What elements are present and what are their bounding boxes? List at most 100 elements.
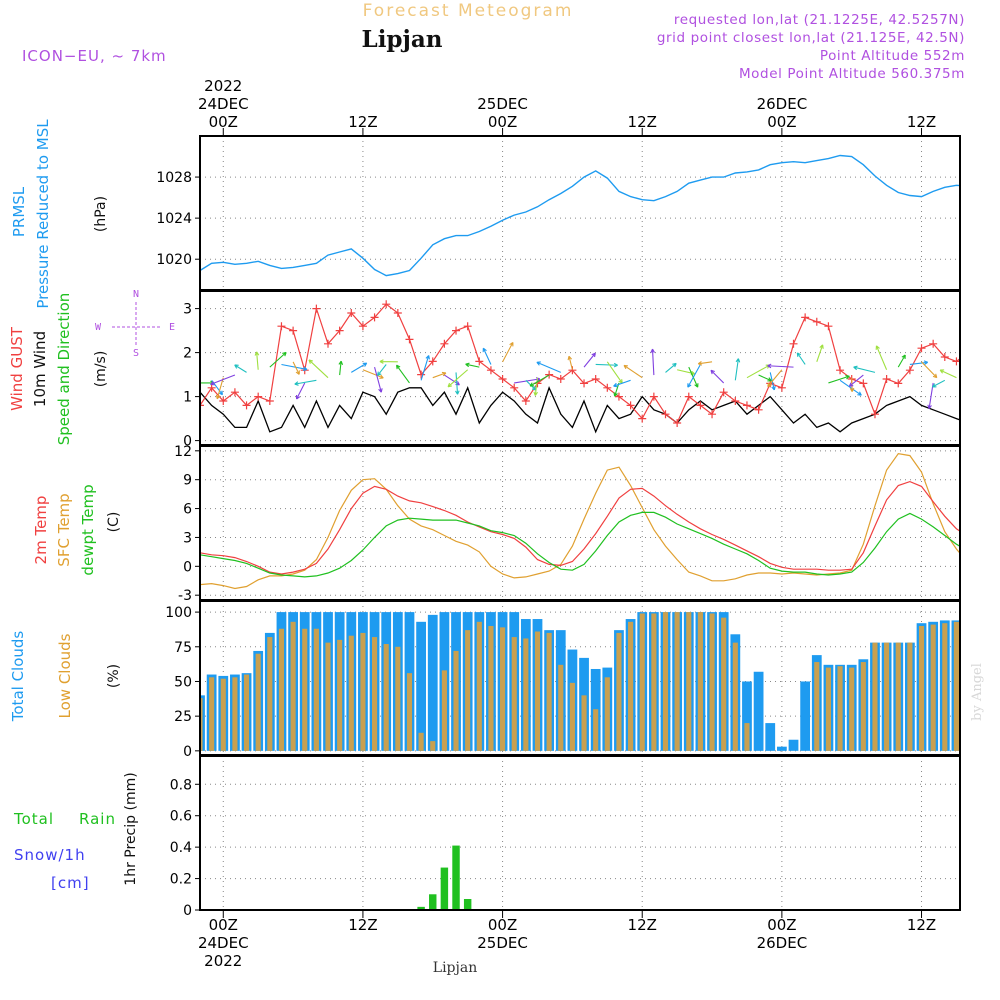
y-tick-label: 75 xyxy=(174,640,192,656)
wind-direction-arrow xyxy=(734,358,741,381)
wind-direction-arrow xyxy=(281,363,308,372)
gust-marker xyxy=(882,375,891,383)
gust-marker xyxy=(976,349,984,357)
x-tick-label-top: 25DEC xyxy=(477,95,528,113)
model-label: ICON−EU, ~ 7km xyxy=(22,47,167,65)
low-cloud-bar xyxy=(884,642,890,751)
gust-marker xyxy=(777,383,786,392)
low-cloud-bar xyxy=(406,673,413,751)
gust-marker xyxy=(254,392,263,401)
wind-direction-arrow xyxy=(623,364,643,379)
low-cloud-bar xyxy=(732,642,738,751)
x-tick-label-bottom: 2022 xyxy=(204,952,242,970)
wind-direction-arrow xyxy=(897,354,906,368)
wind-direction-arrow xyxy=(338,360,344,376)
wind-direction-arrow xyxy=(379,359,398,364)
low-cloud-bar xyxy=(313,628,319,751)
y-tick-label: 0.2 xyxy=(170,872,192,888)
x-tick-label-top: 26DEC xyxy=(757,95,808,113)
panel-pressure: 1020 1024 1028 xyxy=(156,135,961,291)
compass-north: N xyxy=(133,289,139,300)
y-tick-label: 0.8 xyxy=(170,777,192,793)
low-cloud-bar xyxy=(907,642,913,751)
gust-marker xyxy=(452,326,461,335)
gust-marker xyxy=(754,405,763,414)
wind-direction-arrow xyxy=(767,363,794,369)
wind-direction-arrow xyxy=(292,361,300,375)
low-cloud-bar xyxy=(383,644,389,751)
low-cloud-bar xyxy=(930,624,936,751)
x-tick-label-top: 24DEC xyxy=(198,95,249,113)
gust-marker xyxy=(475,357,484,366)
low-cloud-bar xyxy=(942,623,948,751)
sfc-temp-line xyxy=(200,453,960,590)
wind-direction-arrow xyxy=(210,374,236,386)
y-tick-label: 3 xyxy=(183,530,192,546)
y-tick-label: 0 xyxy=(183,744,192,760)
wind-direction-arrow xyxy=(909,360,929,366)
chart-title: Forecast Meteogram xyxy=(363,1,574,21)
pressure-line xyxy=(200,154,960,277)
low-cloud-bar xyxy=(441,670,447,751)
gust-marker xyxy=(929,339,938,348)
gust-marker xyxy=(708,410,717,419)
wind-direction-arrow xyxy=(962,354,968,376)
wind-direction-arrow xyxy=(420,355,430,381)
wind-direction-arrow xyxy=(396,364,410,384)
wind-speed-line xyxy=(200,385,960,434)
wind-direction-arrow xyxy=(536,361,561,373)
y-tick-label: 0.4 xyxy=(170,840,192,856)
wind-direction-arrow xyxy=(980,353,997,373)
temperature-plot xyxy=(200,446,960,600)
gust-marker xyxy=(463,322,472,331)
x-tick-label-bottom: 12Z xyxy=(628,916,657,934)
wind-direction-arrow xyxy=(269,351,287,368)
y-tick-label: 3 xyxy=(183,302,192,318)
precip-axis-label: 1hr Precip (mm) xyxy=(123,772,139,885)
gust-marker xyxy=(370,313,379,322)
wind-direction-arrow xyxy=(502,341,514,363)
gust-marker xyxy=(673,419,682,427)
wind-10m-label: 10m Wind xyxy=(31,331,49,407)
wind-direction-arrow xyxy=(853,365,876,373)
x-tick-label-top: 12Z xyxy=(628,113,657,131)
low-cloud-bar xyxy=(348,635,354,751)
wind-frame xyxy=(199,290,961,446)
wind-direction-arrow xyxy=(294,379,317,386)
y-tick-label: 100 xyxy=(165,605,192,621)
gust-marker xyxy=(638,414,647,423)
total-cloud-bar xyxy=(776,746,787,751)
gust-marker xyxy=(894,379,903,388)
low-cloud-bar xyxy=(232,677,238,751)
info-line-2: grid point closest lon,lat (21.125E, 42.… xyxy=(657,30,965,46)
temp-2m-label: 2m Temp xyxy=(32,496,50,565)
compass-rose: N W E S xyxy=(95,289,175,359)
rain-bar xyxy=(452,845,460,910)
gust-marker xyxy=(335,326,344,335)
low-clouds-label: Low Clouds xyxy=(56,633,74,718)
precip-plot xyxy=(200,756,960,910)
low-cloud-bar xyxy=(837,666,843,751)
wind-direction-arrow xyxy=(447,369,469,388)
gust-marker xyxy=(265,397,274,405)
low-cloud-bar xyxy=(395,646,401,751)
low-cloud-bar xyxy=(511,637,517,751)
low-cloud-bar xyxy=(709,613,715,751)
wind-unit: (m/s) xyxy=(93,351,109,388)
pressure-unit: (hPa) xyxy=(93,196,109,232)
wind-direction-arrow xyxy=(296,382,306,400)
gust-marker xyxy=(324,339,333,348)
low-cloud-bar xyxy=(814,662,820,751)
low-cloud-bar xyxy=(523,638,529,751)
low-cloud-bar xyxy=(825,667,831,751)
info-line-4: Model Point Altitude 560.375m xyxy=(739,66,965,82)
gust-marker xyxy=(545,370,554,379)
compass-east: E xyxy=(169,322,175,333)
y-tick-label: 50 xyxy=(174,674,192,690)
low-cloud-bar xyxy=(243,674,250,751)
low-cloud-bar xyxy=(488,625,494,751)
temperature-frame xyxy=(199,445,961,601)
total-cloud-bar xyxy=(765,723,776,751)
